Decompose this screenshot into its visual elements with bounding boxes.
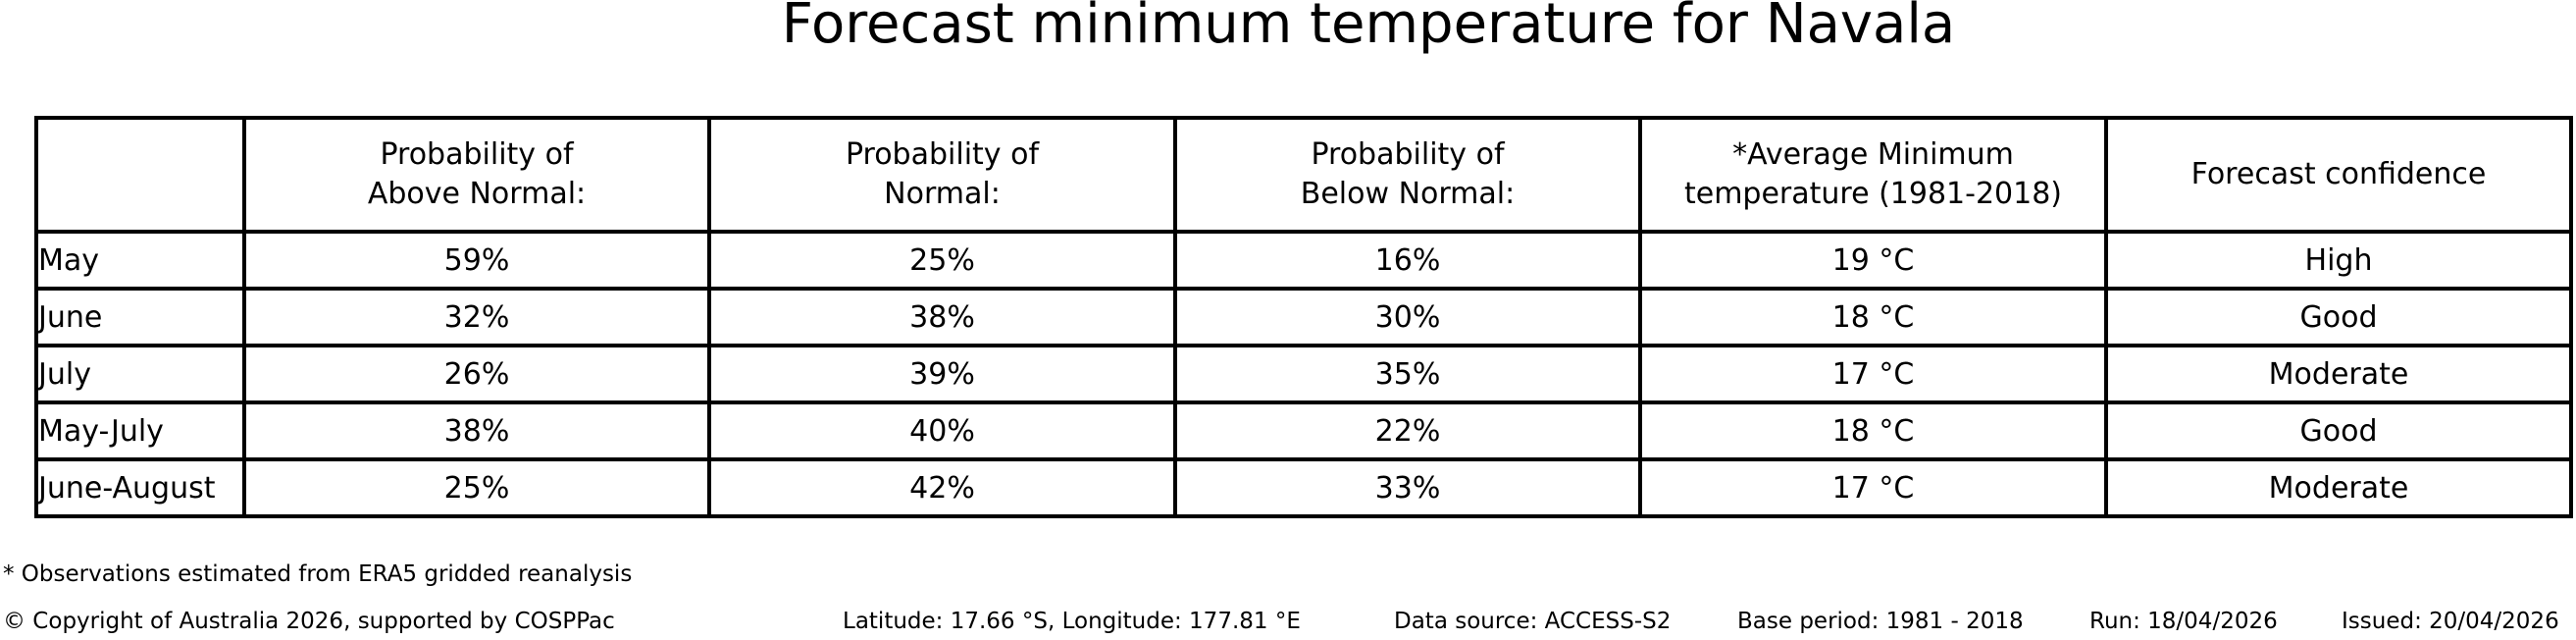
confidence-value: Good: [2104, 287, 2573, 347]
below-normal-value: 30%: [1173, 287, 1642, 347]
period-label: June-August: [34, 457, 246, 518]
table-row: May 59% 25% 16% 19 °C High: [34, 230, 2573, 291]
period-label: June: [34, 287, 246, 347]
run-date-text: Run: 18/04/2026: [2089, 609, 2278, 634]
avg-min-temp-value: 17 °C: [1638, 344, 2108, 404]
below-normal-value: 33%: [1173, 457, 1642, 518]
issued-date-text: Issued: 20/04/2026: [2342, 609, 2559, 634]
below-normal-value: 16%: [1173, 230, 1642, 291]
copyright-text: © Copyright of Australia 2026, supported…: [3, 609, 615, 634]
column-header-normal: Probability of Normal:: [707, 116, 1177, 234]
confidence-value: Moderate: [2104, 344, 2573, 404]
column-header-below-normal: Probability of Below Normal:: [1173, 116, 1642, 234]
confidence-value: Moderate: [2104, 457, 2573, 518]
period-label: May-July: [34, 400, 246, 461]
normal-value: 25%: [707, 230, 1177, 291]
normal-value: 40%: [707, 400, 1177, 461]
avg-min-temp-value: 17 °C: [1638, 457, 2108, 518]
above-normal-value: 38%: [242, 400, 711, 461]
column-header-above-normal: Probability of Above Normal:: [242, 116, 711, 234]
table-row: July 26% 39% 35% 17 °C Moderate: [34, 344, 2573, 404]
confidence-value: High: [2104, 230, 2573, 291]
period-label: July: [34, 344, 246, 404]
column-header-forecast-confidence: Forecast confidence: [2104, 116, 2573, 234]
table-row: June 32% 38% 30% 18 °C Good: [34, 287, 2573, 347]
below-normal-value: 22%: [1173, 400, 1642, 461]
table-row: May-July 38% 40% 22% 18 °C Good: [34, 400, 2573, 461]
table-row: June-August 25% 42% 33% 17 °C Moderate: [34, 457, 2573, 518]
normal-value: 42%: [707, 457, 1177, 518]
below-normal-value: 35%: [1173, 344, 1642, 404]
normal-value: 38%: [707, 287, 1177, 347]
table-corner-cell: [34, 116, 246, 234]
footnote-era5: * Observations estimated from ERA5 gridd…: [3, 561, 633, 587]
confidence-value: Good: [2104, 400, 2573, 461]
avg-min-temp-value: 19 °C: [1638, 230, 2108, 291]
above-normal-value: 59%: [242, 230, 711, 291]
above-normal-value: 32%: [242, 287, 711, 347]
page-title: Forecast minimum temperature for Navala: [781, 0, 1956, 56]
forecast-table: Probability of Above Normal: Probability…: [34, 116, 2573, 518]
base-period-text: Base period: 1981 - 2018: [1737, 609, 2024, 634]
above-normal-value: 26%: [242, 344, 711, 404]
data-source-text: Data source: ACCESS-S2: [1394, 609, 1672, 634]
avg-min-temp-value: 18 °C: [1638, 400, 2108, 461]
location-text: Latitude: 17.66 °S, Longitude: 177.81 °E: [843, 609, 1301, 634]
period-label: May: [34, 230, 246, 291]
avg-min-temp-value: 18 °C: [1638, 287, 2108, 347]
normal-value: 39%: [707, 344, 1177, 404]
table-header-row: Probability of Above Normal: Probability…: [34, 116, 2573, 234]
above-normal-value: 25%: [242, 457, 711, 518]
column-header-avg-min-temp: *Average Minimum temperature (1981-2018): [1638, 116, 2108, 234]
